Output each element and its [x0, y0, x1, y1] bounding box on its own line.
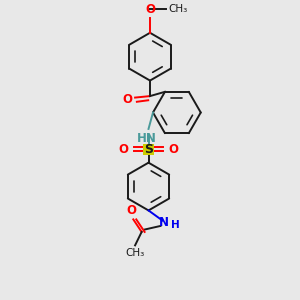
Text: O: O — [118, 143, 128, 156]
Text: O: O — [123, 93, 133, 106]
Text: N: N — [159, 217, 169, 230]
Text: CH₃: CH₃ — [168, 4, 187, 14]
Text: S: S — [144, 143, 153, 156]
Text: O: O — [127, 204, 137, 217]
Text: O: O — [169, 143, 178, 156]
Text: HN: HN — [137, 132, 157, 145]
Bar — [143, 144, 154, 154]
Text: H: H — [171, 220, 179, 230]
Text: CH₃: CH₃ — [125, 248, 145, 258]
Text: O: O — [145, 3, 155, 16]
